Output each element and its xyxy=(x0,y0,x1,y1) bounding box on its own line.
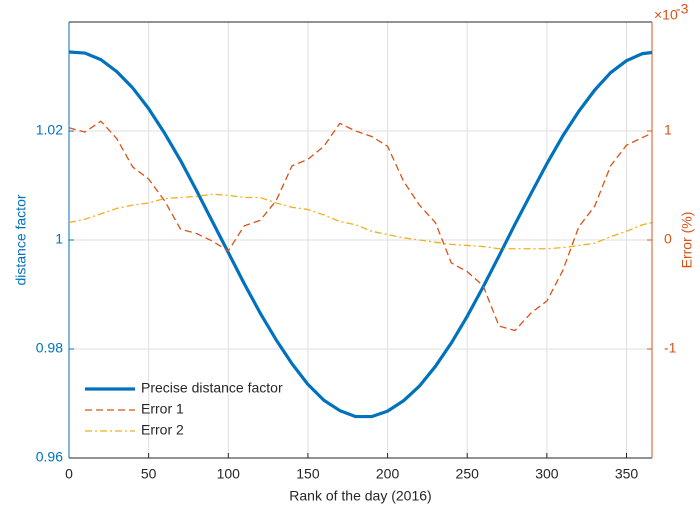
y-tick-label: 0.96 xyxy=(36,449,63,465)
y2-tick-label: 1 xyxy=(664,122,672,138)
x-tick-label: 50 xyxy=(141,466,157,482)
y-tick-label: 0.98 xyxy=(36,340,63,356)
y2-tick-label: 0 xyxy=(664,231,672,247)
x-axis-label: Rank of the day (2016) xyxy=(289,488,431,504)
legend-label: Error 2 xyxy=(141,422,184,438)
y-tick-label: 1 xyxy=(55,231,63,247)
y2-tick-label: -1 xyxy=(664,340,677,356)
series-line xyxy=(68,50,653,419)
y-tick-label: 1.02 xyxy=(36,122,63,138)
x-tick-label: 200 xyxy=(376,466,400,482)
x-tick-label: 350 xyxy=(615,466,639,482)
legend-label: Error 1 xyxy=(141,401,184,417)
x-tick-label: 300 xyxy=(535,466,559,482)
y2-exponent-power: -3 xyxy=(676,1,689,17)
y-axis-label: distance factor xyxy=(13,194,29,285)
y2-axis-label: Error (%) xyxy=(679,212,695,269)
x-tick-label: 150 xyxy=(296,466,320,482)
series-line xyxy=(68,193,653,250)
x-tick-label: 100 xyxy=(217,466,241,482)
x-tick-label: 0 xyxy=(65,466,73,482)
x-tick-label: 250 xyxy=(456,466,480,482)
y2-exponent-base: ×10 xyxy=(654,7,678,23)
legend-label: Precise distance factor xyxy=(141,380,283,396)
series-line xyxy=(68,120,653,332)
